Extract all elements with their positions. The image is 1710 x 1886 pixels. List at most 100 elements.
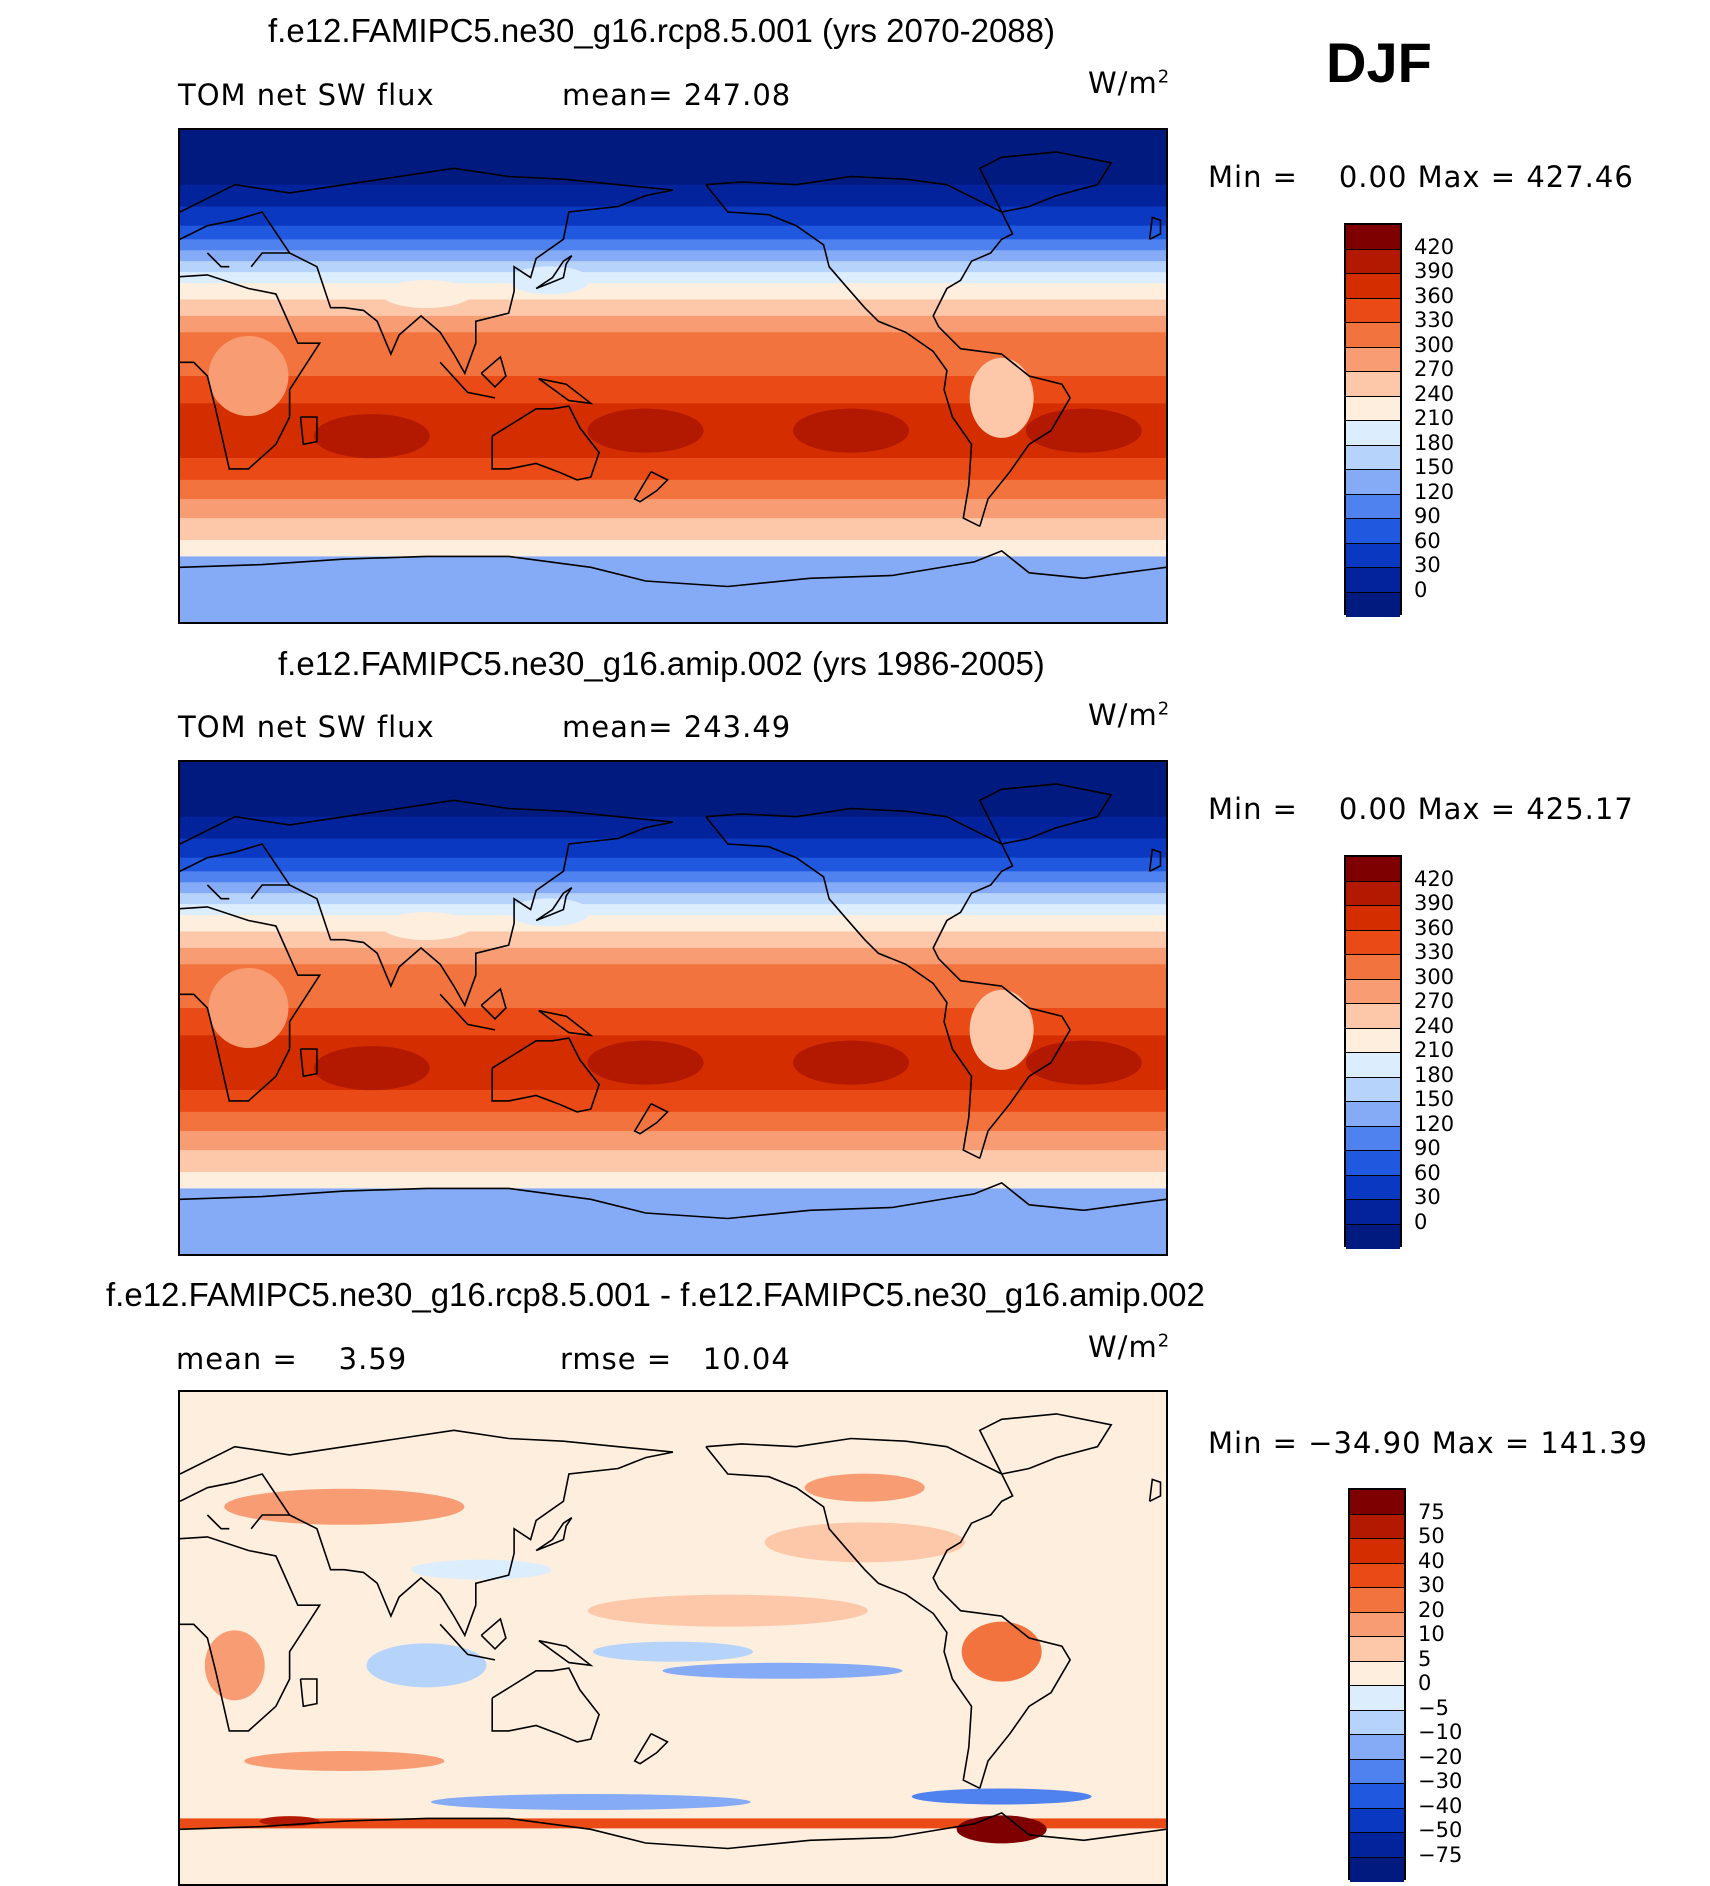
- colorbar-tick-label: 150: [1414, 1087, 1455, 1111]
- panel1-mean-label: mean= 247.08: [562, 78, 792, 112]
- panel3-map: [178, 1390, 1168, 1886]
- colorbar-tick-label: 0: [1414, 577, 1428, 602]
- panel1-units: W/m2: [1088, 66, 1171, 100]
- colorbar-swatch: [1346, 274, 1400, 299]
- colorbar-swatch: [1346, 1077, 1400, 1102]
- colorbar-tick-label: 210: [1414, 406, 1455, 430]
- colorbar-swatch: [1346, 1200, 1400, 1225]
- panel2-units: W/m2: [1088, 698, 1171, 732]
- colorbar-tick-label: 180: [1414, 430, 1455, 455]
- colorbar-tick-label: 50: [1418, 1524, 1445, 1548]
- colorbar-swatch: [1346, 470, 1400, 495]
- colorbar-tick-label: 300: [1414, 332, 1455, 357]
- colorbar-swatch: [1350, 1612, 1404, 1637]
- colorbar-tick-label: 420: [1414, 234, 1455, 259]
- colorbar-swatch: [1350, 1833, 1404, 1858]
- colorbar-swatch: [1346, 1102, 1400, 1127]
- colorbar-tick-label: 30: [1414, 1185, 1441, 1209]
- colorbar-swatch: [1346, 396, 1400, 421]
- colorbar-swatch: [1346, 1053, 1400, 1078]
- colorbar-swatch: [1346, 372, 1400, 397]
- colorbar-tick-label: 330: [1414, 308, 1455, 332]
- colorbar-tick-label: 180: [1414, 1062, 1455, 1087]
- panel1-map: [178, 128, 1168, 624]
- colorbar-tick-label: 240: [1414, 381, 1455, 406]
- colorbar-swatch: [1346, 568, 1400, 593]
- panel3-title: f.e12.FAMIPC5.ne30_g16.rcp8.5.001 - f.e1…: [106, 1276, 1205, 1313]
- colorbar-tick-label: 30: [1418, 1573, 1445, 1597]
- colorbar-swatch: [1350, 1759, 1404, 1784]
- colorbar-swatch: [1346, 543, 1400, 568]
- colorbar-tick-label: 0: [1418, 1671, 1432, 1695]
- panel3-mean-label: mean = 3.59: [176, 1342, 408, 1376]
- panel1-variable-label: TOM net SW flux: [178, 78, 435, 112]
- panel3-rmse-label: rmse = 10.04: [560, 1342, 791, 1376]
- colorbar-tick-label: 30: [1414, 553, 1441, 577]
- colorbar-swatch: [1350, 1490, 1404, 1515]
- colorbar-swatch: [1350, 1686, 1404, 1711]
- colorbar-swatch: [1346, 494, 1400, 519]
- colorbar-tick-label: 5: [1418, 1646, 1432, 1671]
- colorbar-tick-label: −40: [1418, 1793, 1463, 1818]
- colorbar-swatch: [1346, 225, 1400, 250]
- colorbar-tick-label: 270: [1414, 989, 1455, 1013]
- colorbar-tick-label: 60: [1414, 1160, 1441, 1185]
- colorbar-tick-label: 120: [1414, 479, 1455, 504]
- colorbar-swatch: [1346, 1175, 1400, 1200]
- colorbar-tick-label: −5: [1418, 1695, 1449, 1720]
- panel2-mean-label: mean= 243.49: [562, 710, 792, 744]
- colorbar-tick-label: 390: [1414, 891, 1455, 915]
- colorbar-tick-label: 420: [1414, 866, 1455, 891]
- colorbar-swatch: [1346, 249, 1400, 274]
- colorbar-swatch: [1346, 1028, 1400, 1053]
- colorbar-tick-label: 90: [1414, 504, 1441, 528]
- colorbar-tick-label: 75: [1418, 1499, 1445, 1524]
- panel3-units: W/m2: [1088, 1330, 1171, 1364]
- colorbar-swatch: [1350, 1563, 1404, 1588]
- colorbar-tick-label: 390: [1414, 259, 1455, 283]
- colorbar-tick-label: 40: [1418, 1548, 1445, 1573]
- colorbar-swatch: [1346, 1224, 1400, 1249]
- colorbar-swatch: [1346, 1151, 1400, 1176]
- colorbar-tick-label: 360: [1414, 915, 1455, 940]
- colorbar-swatch: [1346, 592, 1400, 617]
- colorbar-swatch: [1346, 445, 1400, 470]
- colorbar-tick-label: 240: [1414, 1013, 1455, 1038]
- colorbar-swatches: [1344, 855, 1402, 1249]
- panel1-title: f.e12.FAMIPC5.ne30_g16.rcp8.5.001 (yrs 2…: [268, 12, 1055, 49]
- colorbar-tick-label: 360: [1414, 283, 1455, 308]
- colorbar-tick-label: −30: [1418, 1769, 1463, 1793]
- colorbar-swatch: [1346, 906, 1400, 931]
- panel2-minmax: Min = 0.00 Max = 425.17: [1208, 792, 1634, 826]
- colorbar-swatch: [1346, 1004, 1400, 1029]
- colorbar-swatch: [1346, 930, 1400, 955]
- colorbar-swatch: [1346, 323, 1400, 348]
- colorbar-swatch: [1346, 421, 1400, 446]
- colorbar-swatch: [1350, 1637, 1404, 1662]
- colorbar-swatch: [1346, 298, 1400, 323]
- colorbar-tick-label: 210: [1414, 1038, 1455, 1062]
- colorbar-swatch: [1350, 1661, 1404, 1686]
- colorbar-tick-label: 120: [1414, 1111, 1455, 1136]
- colorbar-tick-label: −75: [1418, 1842, 1463, 1867]
- panel2-variable-label: TOM net SW flux: [178, 710, 435, 744]
- season-label: DJF: [1326, 31, 1432, 94]
- colorbar-tick-label: −50: [1418, 1818, 1463, 1842]
- colorbar-swatch: [1346, 519, 1400, 544]
- colorbar-swatch: [1346, 979, 1400, 1004]
- panel2-title: f.e12.FAMIPC5.ne30_g16.amip.002 (yrs 198…: [278, 645, 1045, 682]
- colorbar-tick-label: 0: [1414, 1209, 1428, 1234]
- colorbar-tick-label: 10: [1418, 1622, 1445, 1646]
- colorbar-tick-label: 20: [1418, 1597, 1445, 1622]
- colorbar-swatches: [1344, 223, 1402, 617]
- colorbar-swatch: [1350, 1539, 1404, 1564]
- panel1-minmax: Min = 0.00 Max = 427.46: [1208, 160, 1634, 194]
- colorbar-swatch: [1350, 1735, 1404, 1760]
- colorbar-tick-label: 150: [1414, 455, 1455, 479]
- colorbar-swatch: [1350, 1784, 1404, 1809]
- colorbar-swatch: [1346, 347, 1400, 372]
- panel3-minmax: Min = −34.90 Max = 141.39: [1208, 1426, 1648, 1460]
- colorbar-swatch: [1350, 1857, 1404, 1882]
- colorbar-swatch: [1350, 1710, 1404, 1735]
- colorbar-swatch: [1350, 1588, 1404, 1613]
